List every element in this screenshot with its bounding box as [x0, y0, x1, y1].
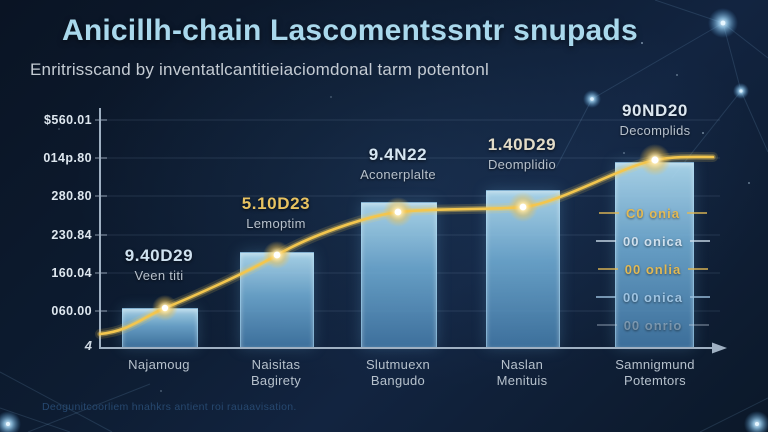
bar-1 — [122, 308, 198, 348]
bar-caption: Veen titi — [134, 268, 184, 283]
annotation-text: 00 onlia — [624, 261, 682, 277]
x-axis-arrowhead — [712, 342, 727, 354]
annotation-dash-left — [595, 240, 616, 242]
y-tick-label: 014p.80 — [43, 151, 92, 165]
annotation-dash-right — [688, 268, 709, 270]
star-dot — [676, 74, 678, 76]
x-label-line: Samnigmund — [615, 357, 695, 372]
bar5-annotation-row: 00 onica — [583, 232, 723, 250]
star-dot — [330, 96, 332, 98]
y-tick-label: $560.01 — [44, 113, 92, 127]
x-label-line: Naisitas — [251, 357, 301, 372]
chart-title: Anicillh-chain Lascomentssntr snupads — [62, 14, 638, 47]
bar5-annotation-row: C0 onia — [583, 204, 723, 222]
star-dot — [748, 182, 750, 184]
annotation-text: 00 onrio — [623, 317, 683, 333]
y-tick-label: 160.04 — [51, 266, 92, 280]
star-dot — [58, 128, 60, 130]
x-category-label-2: Naisitas Bagirety — [201, 357, 351, 389]
annotation-dash-right — [686, 212, 707, 214]
annotation-text: 00 onica — [622, 233, 684, 249]
bar5-annotation-row: 00 onrio — [583, 316, 723, 334]
bar-value: 1.40D29 — [487, 135, 557, 154]
bar-caption: Aconerplalte — [360, 167, 436, 182]
annotation-dash-left — [596, 324, 617, 326]
x-label-line: Slutmuexn — [365, 357, 431, 372]
star-dot — [160, 390, 162, 392]
annotation-dash-right — [690, 240, 711, 242]
bar5-annotation-row: 00 onica — [583, 288, 723, 306]
x-label-line: Najamoug — [128, 357, 190, 372]
annotation-dash-left — [597, 268, 618, 270]
bar-value-label-2: 5.10D23 Lemoptim — [196, 194, 356, 231]
star-dot — [623, 152, 625, 154]
bar-value-label-1: 9.40D29 Veen titi — [79, 246, 239, 283]
y-tick-label: 060.00 — [51, 304, 92, 318]
annotation-dash-left — [595, 296, 616, 298]
x-category-label-4: Naslan Menituis — [447, 357, 597, 389]
bar-2 — [240, 252, 314, 348]
bar-value: 9.40D29 — [124, 246, 194, 265]
x-label-line: Potemtors — [624, 373, 686, 388]
annotation-text: 00 onica — [622, 289, 684, 305]
x-category-label-1: Najamoug — [84, 357, 234, 373]
x-label-line: Bagirety — [250, 373, 302, 388]
bar-value-label-3: 9.4N22 Aconerplalte — [318, 145, 478, 182]
x-label-line: Menituis — [496, 373, 548, 388]
annotation-dash-right — [689, 324, 710, 326]
star-dot — [702, 132, 704, 134]
bar-3 — [361, 202, 437, 348]
bar-caption: Lemoptim — [246, 216, 306, 231]
bar-caption: Decomplids — [619, 123, 691, 138]
footnote: Deogunitcoorliem hnahkrs antient roi rau… — [42, 401, 297, 413]
bar5-annotation-row: 00 onlia — [583, 260, 723, 278]
chart-subtitle: Enritrisscand by inventatlcantitieiaciom… — [30, 60, 489, 79]
y-axis-origin-label: 4 — [84, 338, 92, 353]
x-category-label-5: Samnigmund Potemtors — [580, 357, 730, 389]
y-tick-label: 230.84 — [51, 228, 92, 242]
bar-4 — [486, 190, 560, 348]
x-category-label-3: Slutmuexn Bangudo — [323, 357, 473, 389]
annotation-dash-left — [599, 212, 620, 214]
bar-value: 90ND20 — [622, 101, 688, 120]
y-tick-label: 280.80 — [51, 189, 92, 203]
bar-value-label-5: 90ND20 Decomplids — [575, 101, 735, 138]
x-label-line: Bangudo — [370, 373, 426, 388]
x-label-line: Naslan — [500, 357, 544, 372]
bar-caption: Deomplidio — [487, 157, 557, 172]
bar-value-label-4: 1.40D29 Deomplidio — [442, 135, 602, 172]
annotation-text: C0 onia — [626, 205, 680, 221]
star-dot — [641, 42, 643, 44]
bar-value: 5.10D23 — [241, 194, 311, 213]
annotation-dash-right — [690, 296, 711, 298]
bar-value: 9.4N22 — [368, 145, 428, 164]
